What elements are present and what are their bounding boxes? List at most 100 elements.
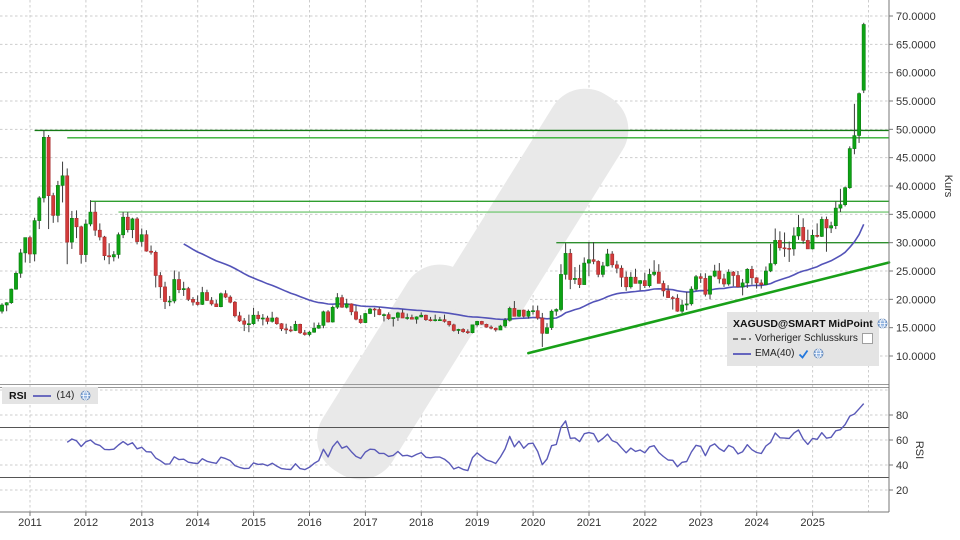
candle-body	[125, 216, 130, 230]
candle-body	[27, 237, 32, 255]
dashed-line-swatch	[733, 337, 751, 340]
ema-checkmark-icon[interactable]	[798, 349, 809, 359]
candle-body	[135, 218, 140, 242]
rsi-line	[66, 403, 865, 472]
candle-body	[386, 314, 391, 319]
candle-body	[428, 319, 433, 322]
candle-body	[242, 320, 247, 325]
candle-body	[181, 288, 186, 291]
candle-body	[354, 311, 358, 320]
globe-icon	[813, 348, 824, 359]
year-label: 2023	[689, 517, 713, 529]
candle-body	[484, 323, 489, 328]
candle-body	[372, 308, 377, 311]
candle-body	[600, 265, 605, 275]
candle-body	[223, 293, 228, 298]
price-tick-label: 20.0000	[896, 294, 936, 306]
candle-body	[475, 321, 480, 326]
year-label: 2015	[241, 517, 265, 529]
candle-body	[111, 254, 116, 258]
candle-body	[498, 325, 503, 331]
candle-body	[163, 286, 167, 302]
price-tick-label: 40.0000	[896, 181, 936, 193]
candle-body	[731, 271, 736, 276]
candle-body	[694, 276, 698, 290]
year-label: 2013	[130, 517, 154, 529]
candle-body	[652, 271, 657, 275]
candle-body	[200, 292, 205, 305]
price-tick-label: 70.0000	[896, 11, 936, 23]
candle-body	[708, 275, 712, 295]
candle-body	[326, 311, 331, 323]
candle-body	[852, 135, 857, 149]
candle-body	[773, 240, 778, 264]
candle-body	[51, 195, 56, 216]
candle-body	[349, 303, 354, 313]
candle-body	[568, 253, 573, 280]
candle-body	[782, 247, 787, 250]
candle-body	[270, 317, 275, 322]
candle-body	[759, 282, 764, 285]
candle-body	[815, 235, 820, 237]
candle-body	[847, 148, 852, 189]
year-label: 2021	[577, 517, 601, 529]
candle-body	[596, 261, 601, 275]
candle-body	[423, 314, 428, 321]
candle-body	[209, 300, 214, 305]
candle-body	[479, 321, 484, 325]
candle-body	[633, 276, 638, 284]
rsi-tick-label: 60	[896, 435, 908, 447]
candle-body	[405, 317, 410, 319]
prev-close-row: Vorheriger Schlusskurs	[733, 331, 873, 346]
rsi-bands	[0, 427, 889, 478]
candle-body	[32, 220, 37, 255]
candle-body	[768, 263, 773, 272]
candle-body	[754, 277, 759, 284]
candle-body	[363, 313, 368, 323]
candle-body	[722, 278, 726, 285]
year-label: 2017	[353, 517, 377, 529]
rsi-legend[interactable]: RSI (14)	[2, 387, 99, 404]
candle-body	[591, 259, 596, 262]
candle-body	[144, 234, 149, 252]
candle-body	[624, 276, 629, 288]
candle-body	[391, 317, 396, 319]
candle-body	[41, 137, 46, 199]
candle-body	[857, 93, 862, 136]
candle-body	[838, 204, 843, 209]
candle-body	[88, 211, 93, 225]
candle-body	[23, 237, 28, 254]
prev-close-label: Vorheriger Schlusskurs	[755, 333, 858, 344]
candle-body	[116, 234, 121, 255]
candle-body	[861, 24, 866, 91]
candle-body	[139, 234, 144, 242]
candle-body	[437, 319, 442, 322]
candle-body	[65, 175, 70, 243]
candle-body	[642, 280, 647, 287]
panel-separator	[0, 384, 889, 388]
candle-body	[414, 316, 419, 320]
price-legend[interactable]: XAGUSD@SMART MidPoint Vorheriger Schluss…	[727, 312, 888, 366]
candle-body	[153, 252, 158, 276]
candle-body	[18, 252, 23, 274]
candle-body	[535, 310, 540, 319]
price-tick-label: 35.0000	[896, 209, 936, 221]
rsi-tick-label: 20	[896, 485, 908, 497]
candle-body	[661, 283, 666, 292]
candle-body	[9, 288, 14, 304]
year-label: 2012	[74, 517, 98, 529]
prev-close-checkbox[interactable]	[862, 333, 873, 344]
watermark-logo	[317, 88, 629, 480]
rsi-params: (14)	[56, 390, 75, 401]
candle-body	[316, 325, 321, 329]
candle-body	[237, 315, 242, 322]
candle-body	[0, 304, 4, 312]
candle-body	[279, 323, 284, 330]
horizontal-levels	[34, 129, 889, 244]
year-label: 2014	[185, 517, 209, 529]
candle-body	[656, 271, 661, 284]
candle-body	[4, 302, 9, 306]
candle-body	[614, 264, 619, 269]
candle-body	[409, 317, 414, 320]
